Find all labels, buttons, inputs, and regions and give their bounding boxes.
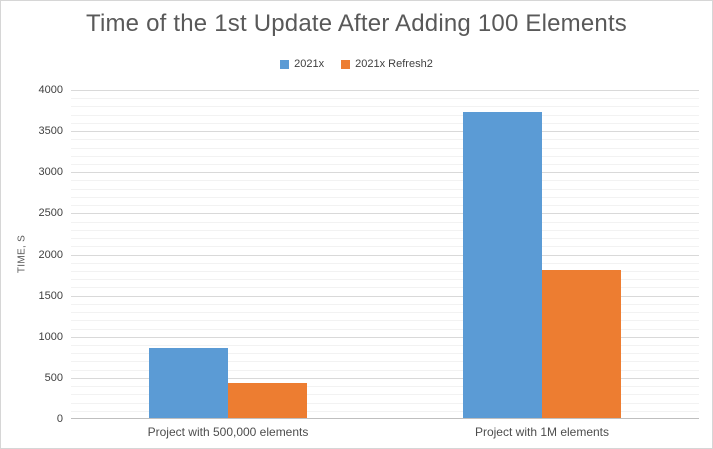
y-tick-label: 2500 [38,207,63,219]
gridline-minor [71,230,699,231]
legend-swatch-2021x-refresh2-icon [341,59,351,69]
gridline-minor [71,279,699,280]
gridline-minor [71,98,699,99]
x-category-label: Project with 500,000 elements [147,425,309,439]
gridline-minor [71,263,699,264]
legend-item-2021x: 2021x [280,58,324,70]
gridline-major [71,337,699,338]
gridline-minor [71,123,699,124]
gridline-minor [71,304,699,305]
gridline-minor [71,246,699,247]
y-tick-label: 4000 [38,84,63,96]
gridline-minor [71,370,699,371]
gridline-minor [71,139,699,140]
gridline-minor [71,148,699,149]
bar-series2-category2 [542,270,621,418]
gridline-minor [71,411,699,412]
y-tick-label: 1500 [38,290,63,302]
legend-label-2021x-refresh2: 2021x Refresh2 [355,58,433,70]
gridline-minor [71,156,699,157]
gridline-minor [71,222,699,223]
gridline-minor [71,189,699,190]
gridline-major [71,255,699,256]
chart-title: Time of the 1st Update After Adding 100 … [85,10,628,37]
legend: 2021x 2021x Refresh2 [1,58,712,70]
gridline-major [71,213,699,214]
bar-series2-category1 [228,383,307,418]
legend-label-2021x: 2021x [294,58,325,70]
legend-item-2021x-refresh2: 2021x Refresh2 [341,58,433,70]
gridline-major [71,378,699,379]
y-tick-label: 3500 [38,125,63,137]
legend-swatch-2021x-icon [280,59,290,69]
y-tick-label: 1000 [38,331,63,343]
gridline-minor [71,238,699,239]
gridline-minor [71,115,699,116]
gridline-minor [71,197,699,198]
y-tick-label: 2000 [38,249,63,261]
y-tick-label: 0 [56,413,63,425]
plot-area [71,90,699,419]
gridline-minor [71,271,699,272]
gridline-minor [71,386,699,387]
gridline-minor [71,320,699,321]
gridline-minor [71,329,699,330]
bar-series1-category2 [463,112,542,418]
gridline-minor [71,403,699,404]
gridline-minor [71,180,699,181]
gridline-minor [71,353,699,354]
gridline-minor [71,361,699,362]
gridline-minor [71,287,699,288]
gridline-major [71,131,699,132]
gridline-minor [71,345,699,346]
gridline-major [71,90,699,91]
gridline-minor [71,164,699,165]
x-category-label: Project with 1M elements [474,425,610,439]
gridline-major [71,296,699,297]
gridline-minor [71,312,699,313]
gridline-minor [71,394,699,395]
x-axis-line [71,418,699,419]
bar-series1-category1 [149,348,228,418]
gridline-minor [71,106,699,107]
gridline-minor [71,205,699,206]
gridline-major [71,172,699,173]
y-tick-label: 500 [44,372,63,384]
y-tick-label: 3000 [38,166,63,178]
